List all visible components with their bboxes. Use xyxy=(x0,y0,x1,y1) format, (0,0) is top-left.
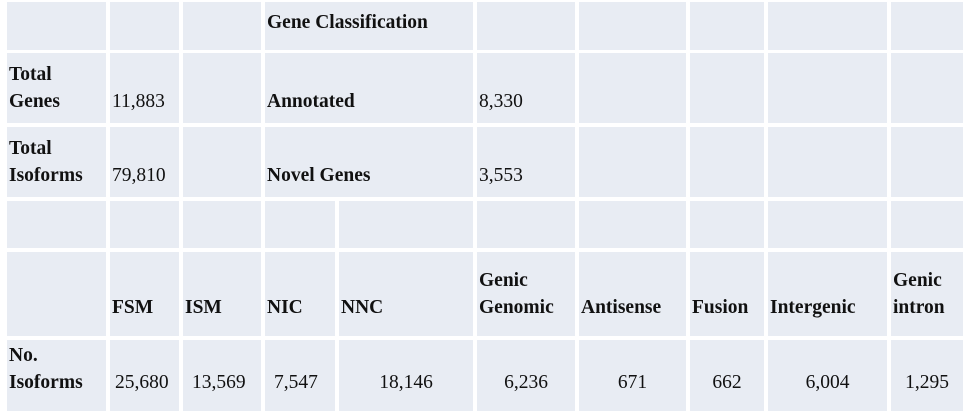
empty-cell xyxy=(579,2,686,50)
empty-cell xyxy=(768,2,887,50)
empty-cell xyxy=(579,201,686,248)
empty-cell xyxy=(690,201,764,248)
empty-cell xyxy=(7,201,106,248)
table-title: Gene Classification xyxy=(265,2,473,50)
empty-cell xyxy=(768,201,887,248)
novel-genes-value: 3,553 xyxy=(477,127,575,197)
total-isoforms-value: 79,810 xyxy=(110,127,179,197)
total-isoforms-label: Total Isoforms xyxy=(7,127,106,197)
empty-cell xyxy=(110,201,179,248)
empty-cell xyxy=(183,201,261,248)
empty-cell xyxy=(579,127,686,197)
header-genic-genomic: Genic Genomic xyxy=(477,252,575,336)
empty-cell xyxy=(477,2,575,50)
value-fsm: 25,680 xyxy=(110,340,179,411)
total-genes-label: Total Genes xyxy=(7,53,106,123)
empty-cell xyxy=(768,53,887,123)
value-intergenic: 6,004 xyxy=(768,340,887,411)
novel-genes-label: Novel Genes xyxy=(265,127,473,197)
header-antisense: Antisense xyxy=(579,252,686,336)
empty-cell xyxy=(891,127,963,197)
header-intergenic: Intergenic xyxy=(768,252,887,336)
header-nic: NIC xyxy=(265,252,335,336)
empty-cell xyxy=(7,252,106,336)
empty-cell xyxy=(579,53,686,123)
empty-cell xyxy=(183,127,261,197)
value-ism: 13,569 xyxy=(183,340,261,411)
empty-cell xyxy=(690,127,764,197)
empty-cell xyxy=(891,2,963,50)
header-ism: ISM xyxy=(183,252,261,336)
empty-cell xyxy=(477,201,575,248)
value-antisense: 671 xyxy=(579,340,686,411)
value-nic: 7,547 xyxy=(265,340,335,411)
header-fsm: FSM xyxy=(110,252,179,336)
header-genic-intron: Genic intron xyxy=(891,252,963,336)
empty-cell xyxy=(690,2,764,50)
annotated-value: 8,330 xyxy=(477,53,575,123)
header-nnc: NNC xyxy=(339,252,473,336)
value-genic-genomic: 6,236 xyxy=(477,340,575,411)
empty-cell xyxy=(891,53,963,123)
no-isoforms-label: No. Isoforms xyxy=(7,340,106,411)
empty-cell xyxy=(891,201,963,248)
empty-cell xyxy=(768,127,887,197)
empty-cell xyxy=(339,201,473,248)
annotated-label: Annotated xyxy=(265,53,473,123)
total-genes-value: 11,883 xyxy=(110,53,179,123)
value-genic-intron: 1,295 xyxy=(891,340,963,411)
empty-cell xyxy=(7,2,106,50)
value-nnc: 18,146 xyxy=(339,340,473,411)
value-fusion: 662 xyxy=(690,340,764,411)
empty-cell xyxy=(690,53,764,123)
empty-cell xyxy=(110,2,179,50)
empty-cell xyxy=(265,201,335,248)
empty-cell xyxy=(183,2,261,50)
header-fusion: Fusion xyxy=(690,252,764,336)
empty-cell xyxy=(183,53,261,123)
